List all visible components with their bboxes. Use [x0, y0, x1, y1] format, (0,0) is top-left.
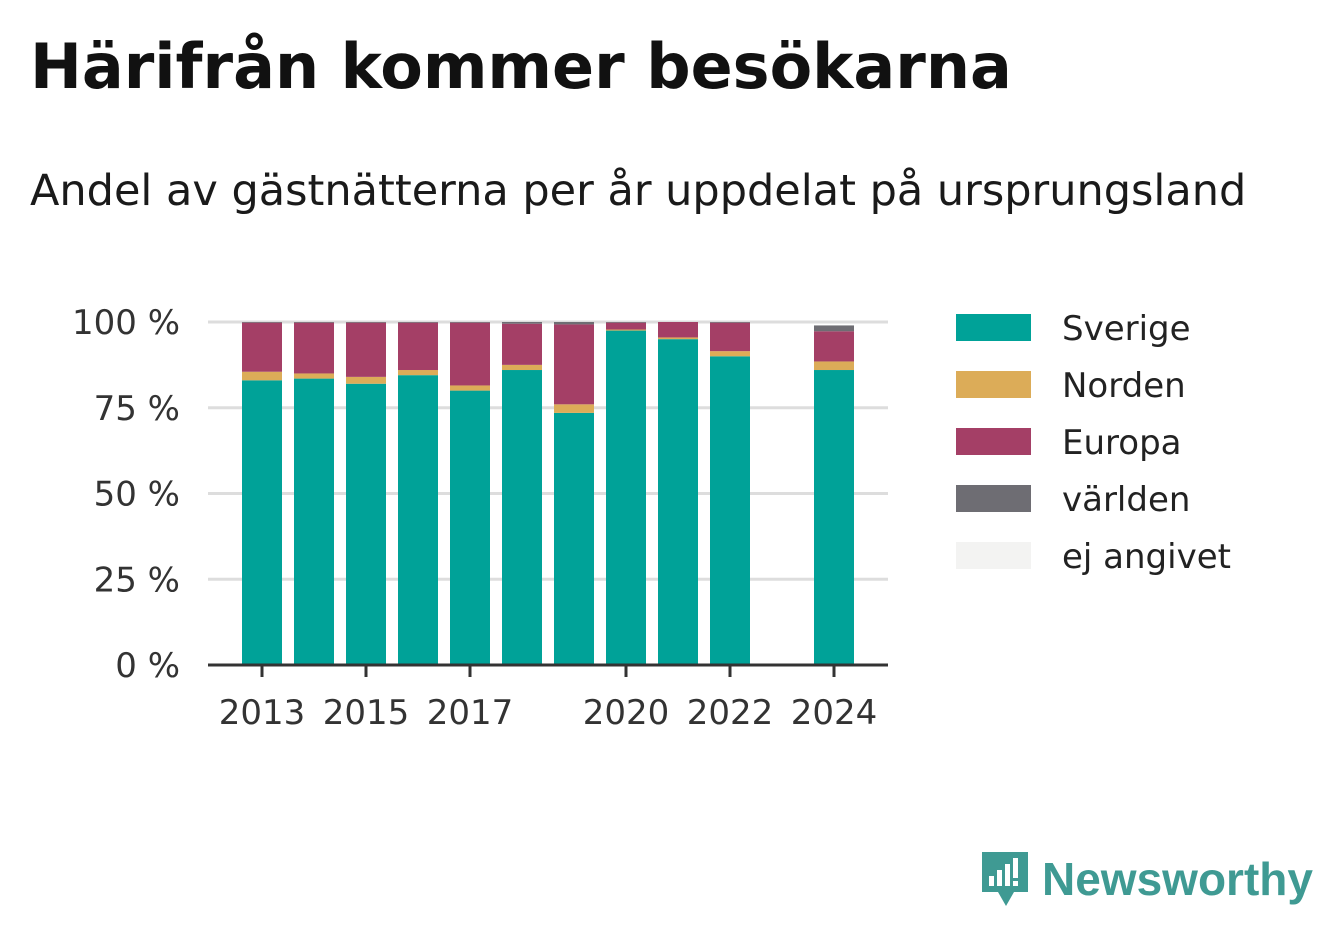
x-tick-label: 2017: [427, 693, 514, 733]
bar-segment: [398, 322, 438, 323]
bar-segment: [346, 383, 386, 665]
bar-segment: [554, 322, 594, 325]
bar-segment: [450, 322, 490, 386]
y-tick-label: 75 %: [94, 389, 180, 429]
legend-swatch: [956, 485, 1031, 512]
bar-segment: [398, 370, 438, 376]
legend-swatch: [956, 428, 1031, 455]
x-tick-label: 2020: [583, 693, 670, 733]
bar-segment: [606, 322, 646, 323]
bar-segment: [658, 339, 698, 665]
newsworthy-logo-icon: [982, 852, 1028, 906]
bar-segment: [554, 404, 594, 413]
bar-segment: [710, 322, 750, 352]
legend-swatch: [956, 371, 1031, 398]
bar-segment: [398, 322, 438, 371]
legend-label: Sverige: [1062, 309, 1191, 349]
bar-segment: [398, 375, 438, 665]
bar-segment: [242, 380, 282, 665]
bar-segment: [242, 322, 282, 323]
bar-segment: [710, 356, 750, 665]
bar-segment: [606, 329, 646, 331]
bar-segment: [814, 370, 854, 665]
bar-segment: [346, 322, 386, 323]
bar-segment: [450, 385, 490, 391]
chart-subtitle: Andel av gästnätterna per år uppdelat på…: [30, 166, 1247, 216]
bar-segment: [710, 322, 750, 323]
legend-swatch: [956, 314, 1031, 341]
bar-segment: [658, 337, 698, 340]
bar-segment: [814, 361, 854, 371]
bar-segment: [606, 322, 646, 330]
bar-segment: [554, 412, 594, 665]
bar-segment: [502, 370, 542, 665]
newsworthy-logo-text: Newsworthy: [1042, 853, 1313, 905]
y-tick-label: 0 %: [115, 646, 180, 686]
bar-segment: [242, 371, 282, 381]
x-tick-label: 2022: [687, 693, 774, 733]
bar-segment: [294, 373, 334, 379]
bar-segment: [294, 322, 334, 374]
bar-segment: [346, 376, 386, 384]
legend-swatch: [956, 542, 1031, 569]
bar-segment: [450, 322, 490, 323]
x-tick-label: 2015: [323, 693, 410, 733]
bar-segment: [814, 331, 854, 362]
y-tick-label: 25 %: [94, 560, 180, 600]
bar-segment: [710, 351, 750, 357]
y-tick-label: 50 %: [94, 475, 180, 515]
legend-label: ej angivet: [1062, 537, 1231, 577]
newsworthy-logo: Newsworthy: [980, 848, 1313, 910]
bar-segment: [502, 322, 542, 324]
bar-segment: [554, 324, 594, 405]
y-tick-label: 100 %: [72, 303, 180, 343]
bar-segment: [606, 330, 646, 665]
chart-title: Härifrån kommer besökarna: [30, 30, 1012, 103]
bar-segment: [294, 378, 334, 665]
bar-segment: [450, 390, 490, 665]
x-tick-label: 2024: [791, 693, 878, 733]
legend-label: Norden: [1062, 366, 1186, 406]
bar-segment: [658, 322, 698, 338]
bar-segment: [502, 364, 542, 371]
bar-segment: [502, 323, 542, 365]
bar-segment: [814, 325, 854, 332]
legend-label: världen: [1062, 480, 1190, 520]
legend-label: Europa: [1062, 423, 1181, 463]
bar-segment: [294, 322, 334, 323]
x-tick-label: 2013: [219, 693, 306, 733]
bar-segment: [346, 322, 386, 377]
bar-segment: [242, 322, 282, 372]
